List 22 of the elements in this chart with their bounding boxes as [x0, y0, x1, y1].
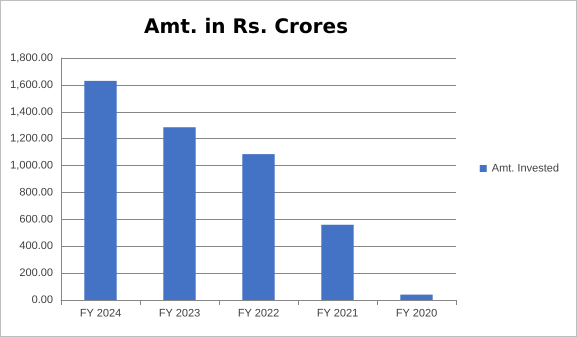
x-tick-label: FY 2021 — [316, 308, 358, 320]
y-tick-label: 1,800.00 — [10, 52, 53, 64]
chart-title: Amt. in Rs. Crores — [144, 14, 348, 38]
x-tick-label: FY 2024 — [80, 308, 122, 320]
y-tick-label: 1,600.00 — [10, 78, 53, 91]
y-tick-label: 1,400.00 — [10, 106, 53, 118]
legend-label: Amt. Invested — [492, 162, 560, 174]
y-tick-label: 1,000.00 — [10, 160, 53, 172]
x-tick-label: FY 2023 — [158, 308, 200, 320]
x-tick-label: FY 2022 — [238, 308, 280, 320]
bar — [321, 224, 354, 300]
y-tick-label: 600.00 — [19, 213, 53, 226]
y-tick-label: 0.00 — [32, 294, 53, 306]
y-tick-label: 200.00 — [19, 267, 53, 280]
y-tick-label: 800.00 — [19, 186, 53, 198]
bar — [84, 80, 117, 300]
x-tick-label: FY 2020 — [396, 308, 438, 320]
y-tick-label: 400.00 — [19, 240, 53, 252]
bar — [400, 294, 433, 300]
bar — [242, 154, 275, 300]
bar — [163, 127, 196, 300]
y-tick-label: 1,200.00 — [10, 132, 53, 145]
